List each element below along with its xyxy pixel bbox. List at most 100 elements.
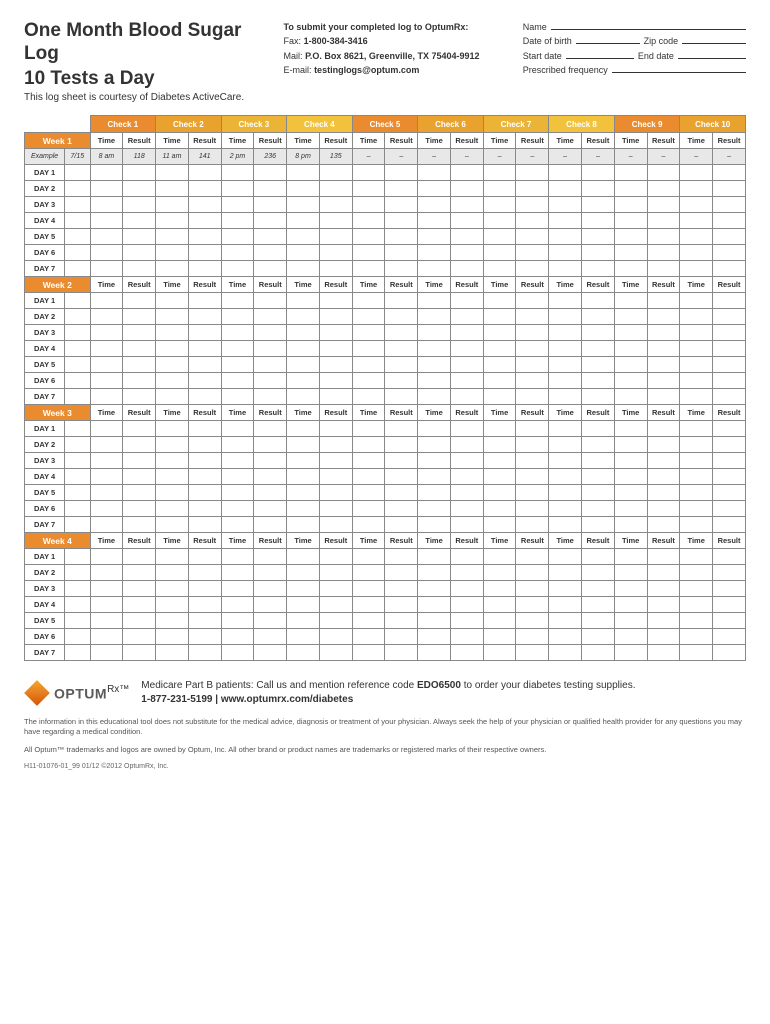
entry-cell[interactable] [582,213,615,229]
entry-cell[interactable] [385,341,418,357]
entry-cell[interactable] [647,485,680,501]
entry-cell[interactable] [287,245,320,261]
entry-cell[interactable] [90,309,123,325]
entry-cell[interactable] [614,181,647,197]
entry-cell[interactable] [614,325,647,341]
entry-cell[interactable] [287,197,320,213]
entry-cell[interactable] [614,229,647,245]
entry-cell[interactable] [221,645,254,661]
entry-cell[interactable] [549,485,582,501]
entry-cell[interactable] [450,373,483,389]
entry-cell[interactable] [319,597,352,613]
entry-cell[interactable] [287,357,320,373]
entry-cell[interactable] [352,389,385,405]
entry-cell[interactable] [680,389,713,405]
entry-cell[interactable] [123,517,156,533]
entry-cell[interactable] [156,645,189,661]
entry-cell[interactable] [614,293,647,309]
date-cell[interactable] [65,373,90,389]
entry-cell[interactable] [287,517,320,533]
entry-cell[interactable] [516,181,549,197]
entry-cell[interactable] [647,309,680,325]
entry-cell[interactable] [90,421,123,437]
entry-cell[interactable] [221,309,254,325]
entry-cell[interactable] [188,309,221,325]
entry-cell[interactable] [713,389,746,405]
entry-cell[interactable] [483,213,516,229]
entry-cell[interactable] [713,165,746,181]
entry-cell[interactable] [188,373,221,389]
entry-cell[interactable] [516,229,549,245]
entry-cell[interactable] [549,565,582,581]
entry-cell[interactable] [680,613,713,629]
entry-cell[interactable] [352,517,385,533]
date-cell[interactable] [65,581,90,597]
entry-cell[interactable] [254,165,287,181]
entry-cell[interactable] [90,341,123,357]
entry-cell[interactable] [450,309,483,325]
entry-cell[interactable] [287,453,320,469]
entry-cell[interactable] [680,581,713,597]
date-cell[interactable] [65,165,90,181]
entry-cell[interactable] [680,565,713,581]
entry-cell[interactable] [287,165,320,181]
entry-cell[interactable] [516,597,549,613]
entry-cell[interactable] [549,469,582,485]
entry-cell[interactable] [450,197,483,213]
entry-cell[interactable] [123,325,156,341]
entry-cell[interactable] [254,597,287,613]
entry-cell[interactable] [221,421,254,437]
entry-cell[interactable] [385,437,418,453]
entry-cell[interactable] [647,341,680,357]
entry-cell[interactable] [156,181,189,197]
entry-cell[interactable] [418,293,451,309]
entry-cell[interactable] [156,197,189,213]
entry-cell[interactable] [516,565,549,581]
entry-cell[interactable] [254,629,287,645]
entry-cell[interactable] [352,613,385,629]
entry-cell[interactable] [450,181,483,197]
entry-cell[interactable] [647,421,680,437]
entry-cell[interactable] [516,357,549,373]
name-field[interactable] [551,20,746,30]
entry-cell[interactable] [319,565,352,581]
entry-cell[interactable] [582,501,615,517]
entry-cell[interactable] [221,453,254,469]
entry-cell[interactable] [680,437,713,453]
entry-cell[interactable] [319,453,352,469]
entry-cell[interactable] [450,597,483,613]
entry-cell[interactable] [582,613,615,629]
entry-cell[interactable] [647,261,680,277]
entry-cell[interactable] [713,245,746,261]
entry-cell[interactable] [483,389,516,405]
entry-cell[interactable] [680,469,713,485]
entry-cell[interactable] [352,453,385,469]
entry-cell[interactable] [549,389,582,405]
entry-cell[interactable] [516,165,549,181]
date-cell[interactable] [65,565,90,581]
entry-cell[interactable] [450,565,483,581]
date-cell[interactable] [65,421,90,437]
entry-cell[interactable] [352,373,385,389]
entry-cell[interactable] [254,645,287,661]
date-cell[interactable] [65,485,90,501]
entry-cell[interactable] [90,197,123,213]
entry-cell[interactable] [319,469,352,485]
entry-cell[interactable] [123,629,156,645]
entry-cell[interactable] [385,325,418,341]
entry-cell[interactable] [188,645,221,661]
entry-cell[interactable] [90,437,123,453]
entry-cell[interactable] [254,485,287,501]
entry-cell[interactable] [352,293,385,309]
entry-cell[interactable] [90,565,123,581]
entry-cell[interactable] [221,501,254,517]
entry-cell[interactable] [418,357,451,373]
entry-cell[interactable] [549,517,582,533]
entry-cell[interactable] [352,629,385,645]
entry-cell[interactable] [385,645,418,661]
entry-cell[interactable] [90,453,123,469]
entry-cell[interactable] [549,613,582,629]
entry-cell[interactable] [385,517,418,533]
entry-cell[interactable] [680,501,713,517]
entry-cell[interactable] [582,581,615,597]
